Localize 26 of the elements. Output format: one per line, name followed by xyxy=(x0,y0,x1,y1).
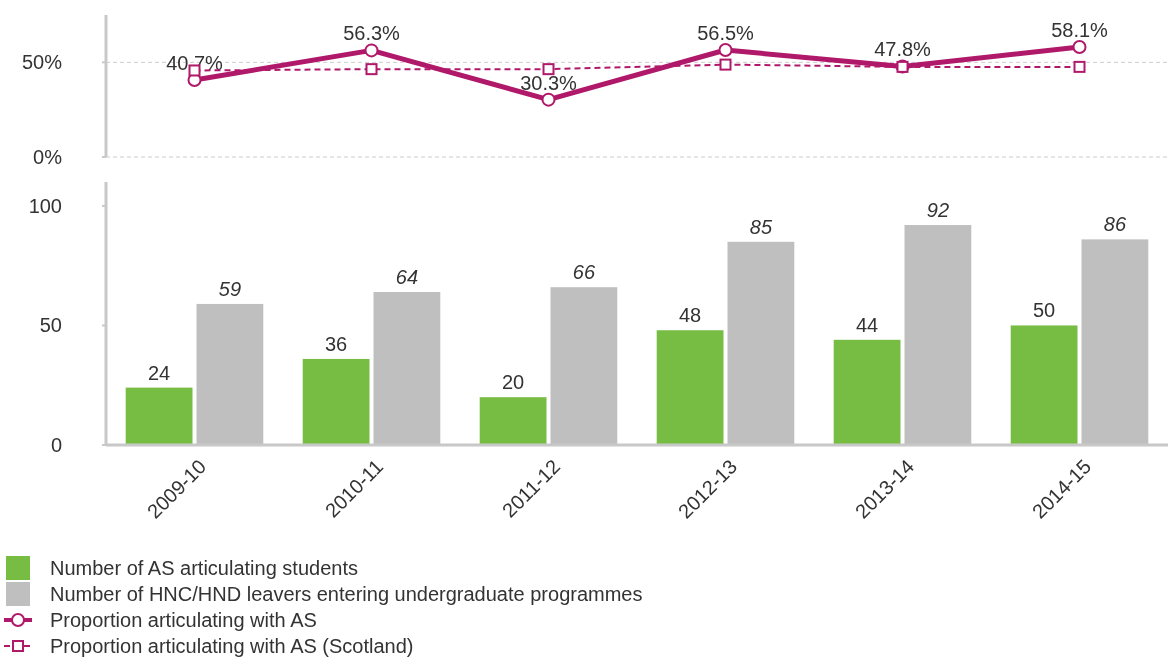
data-label: 47.8% xyxy=(874,38,932,61)
y-tick-label: 100 xyxy=(28,194,62,217)
data-label: 66 xyxy=(572,261,596,284)
legend-label: Number of AS articulating students xyxy=(50,557,358,579)
data-label: 50 xyxy=(1032,299,1056,322)
data-label: 86 xyxy=(1103,213,1127,236)
data-label: 56.3% xyxy=(343,22,401,45)
data-label: 30.3% xyxy=(520,71,578,94)
legend-label: Proportion articulating with AS (Scotland) xyxy=(50,635,414,657)
y-tick-label: 0 xyxy=(50,434,62,456)
data-label: 36 xyxy=(324,332,348,355)
data-label: 58.1% xyxy=(1051,19,1109,41)
y-tick-label: 50 xyxy=(39,314,62,337)
data-label: 48 xyxy=(678,304,702,327)
data-label: 85 xyxy=(749,215,773,238)
legend-label: Proportion articulating with AS xyxy=(50,609,317,631)
y-tick-label: 0% xyxy=(33,146,63,168)
legend-label: Number of HNC/HND leavers entering undergraduate programmes xyxy=(50,583,643,605)
data-label: 24 xyxy=(147,361,171,384)
data-label: 64 xyxy=(395,265,419,288)
data-label: 56.5% xyxy=(697,22,755,45)
y-tick-label: 50% xyxy=(21,51,63,74)
data-label: 20 xyxy=(501,371,525,394)
data-label: 92 xyxy=(926,199,950,222)
data-label: 59 xyxy=(218,277,242,300)
data-label: 44 xyxy=(855,313,879,336)
